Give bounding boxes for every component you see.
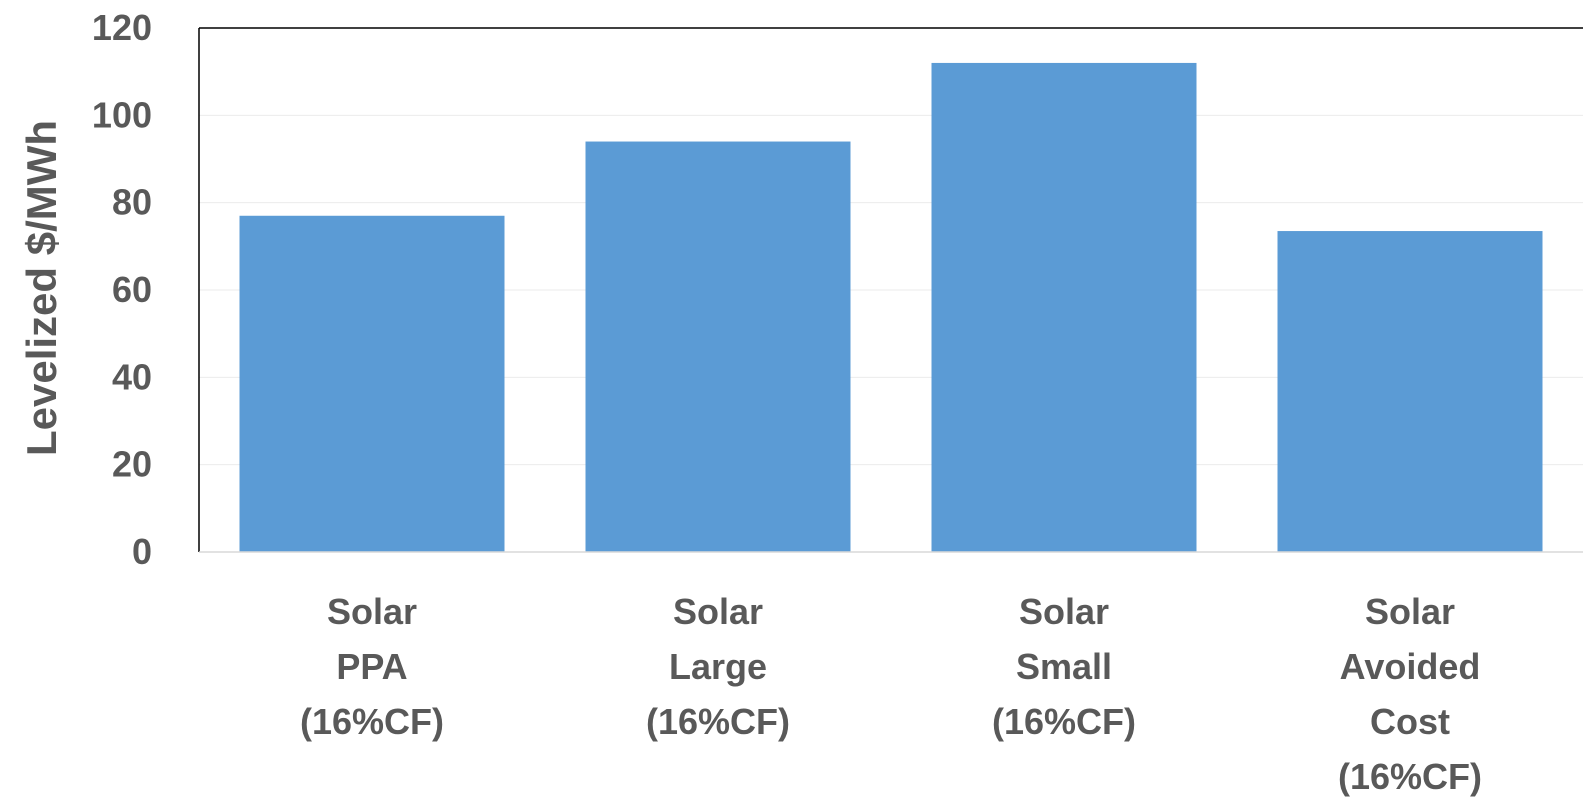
x-category-label-2: Solar Large (16%CF) bbox=[646, 591, 790, 742]
bar-3 bbox=[931, 62, 1197, 552]
x-category-label-line: (16%CF) bbox=[300, 701, 444, 742]
x-category-label-line: Small bbox=[1016, 646, 1112, 687]
y-tick-label-100: 100 bbox=[92, 94, 152, 135]
x-category-label-4: Solar Avoided Cost (16%CF) bbox=[1338, 591, 1482, 797]
bars bbox=[239, 62, 1543, 553]
x-category-label-line: Solar bbox=[1365, 591, 1455, 632]
x-category-label-line: Solar bbox=[327, 591, 417, 632]
x-category-label-line: Large bbox=[669, 646, 767, 687]
y-axis-title: Levelized $/MWh bbox=[18, 120, 65, 456]
x-category-label-line: (16%CF) bbox=[1338, 756, 1482, 797]
x-category-label-line: Solar bbox=[673, 591, 763, 632]
y-tick-label-0: 0 bbox=[132, 531, 152, 572]
axes bbox=[198, 27, 1583, 553]
x-category-label-line: (16%CF) bbox=[992, 701, 1136, 742]
x-category-label-line: PPA bbox=[336, 646, 407, 687]
x-category-label-line: Avoided bbox=[1340, 646, 1481, 687]
y-tick-label-80: 80 bbox=[112, 182, 152, 223]
bar-2 bbox=[585, 141, 851, 553]
x-category-label-1: Solar PPA (16%CF) bbox=[300, 591, 444, 742]
y-tick-label-20: 20 bbox=[112, 444, 152, 485]
y-tick-label-120: 120 bbox=[92, 7, 152, 48]
x-category-label-line: Solar bbox=[1019, 591, 1109, 632]
x-category-label-3: Solar Small (16%CF) bbox=[992, 591, 1136, 742]
y-tick-labels: 0 20 40 60 80 100 120 bbox=[92, 7, 152, 572]
y-tick-label-40: 40 bbox=[112, 356, 152, 397]
bar-4 bbox=[1277, 231, 1543, 553]
y-tick-label-60: 60 bbox=[112, 269, 152, 310]
x-category-labels: Solar PPA (16%CF) Solar Large (16%CF) Solar Sma… bbox=[300, 591, 1482, 797]
x-category-label-line: (16%CF) bbox=[646, 701, 790, 742]
x-category-label-line: Cost bbox=[1370, 701, 1450, 742]
bar-1 bbox=[239, 215, 505, 552]
